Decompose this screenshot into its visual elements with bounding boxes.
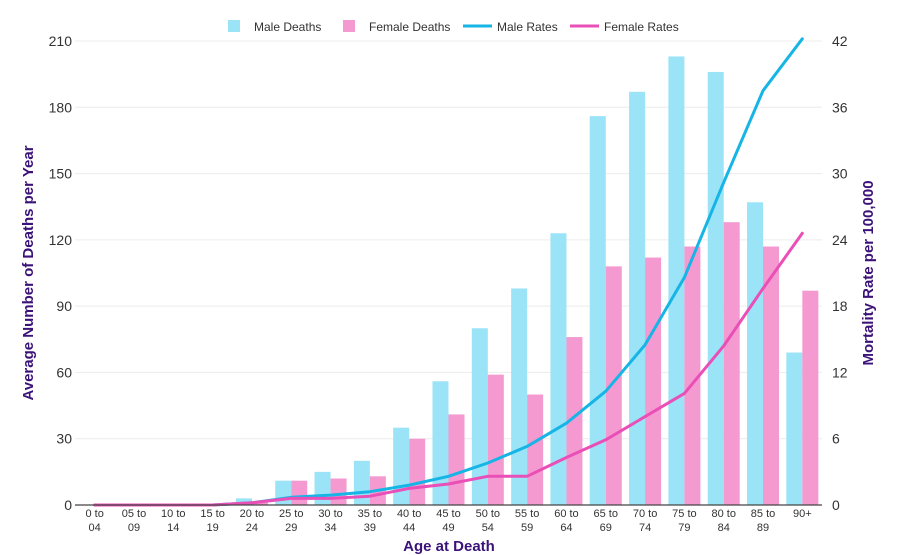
x-tick-label: 25 to 29 [279, 508, 303, 534]
x-tick-label: 60 to 64 [554, 508, 578, 534]
bar-male-deaths [668, 56, 685, 505]
bar-male-deaths [707, 71, 724, 505]
bar-female-deaths [684, 246, 701, 505]
bar-male-deaths [393, 427, 410, 505]
bar-male-deaths [511, 288, 528, 505]
y-tick-label: 60 [56, 364, 72, 380]
x-tick-label: 50 to 54 [476, 508, 500, 534]
x-tick-label: 45 to 49 [436, 508, 460, 534]
y2-tick-label: 12 [832, 364, 848, 380]
y2-tick-label: 18 [832, 298, 848, 314]
x-tick-label: 40 to 44 [397, 508, 421, 534]
bar-male-deaths [471, 328, 488, 505]
x-tick-label: 35 to 39 [358, 508, 382, 534]
bar-male-deaths [589, 116, 606, 505]
x-tick-label: 70 to 74 [633, 508, 657, 534]
x-tick-label: 65 to 69 [594, 508, 618, 534]
bar-female-deaths [566, 337, 583, 505]
y-tick-label: 180 [49, 99, 73, 115]
legend-label-male-deaths: Male Deaths [254, 20, 321, 34]
x-tick-label: 15 to 19 [200, 508, 224, 534]
y-tick-label: 30 [56, 431, 72, 447]
y2-tick-label: 30 [832, 166, 848, 182]
y-tick-label: 90 [56, 298, 72, 314]
legend-label-female-deaths: Female Deaths [369, 20, 450, 34]
bar-female-deaths [763, 246, 780, 505]
bar-female-deaths [527, 394, 544, 505]
y-tick-label: 0 [64, 497, 72, 513]
y-tick-label: 120 [49, 232, 73, 248]
y2-tick-label: 42 [832, 33, 848, 49]
bar-female-deaths [605, 266, 622, 505]
bar-male-deaths [786, 352, 803, 505]
y2-tick-label: 6 [832, 431, 840, 447]
y-tick-label: 210 [49, 33, 73, 49]
legend-label-female-rates: Female Rates [604, 20, 679, 34]
bar-series [235, 56, 819, 506]
x-tick-label: 55 to 59 [515, 508, 539, 534]
bar-male-deaths [629, 91, 646, 506]
legend-label-male-rates: Male Rates [497, 20, 558, 34]
x-tick-label: 75 to 79 [672, 508, 696, 534]
y2-tick-label: 0 [832, 497, 840, 513]
y-axis-title: Average Number of Deaths per Year [20, 145, 37, 400]
x-tick-label: 20 to 24 [240, 508, 264, 534]
y2-tick-label: 36 [832, 99, 848, 115]
bar-female-deaths [409, 438, 426, 505]
bar-male-deaths [235, 498, 252, 505]
bar-male-deaths [550, 233, 567, 505]
legend-swatch-female-deaths [343, 20, 355, 32]
bar-female-deaths [448, 414, 465, 505]
x-tick-label: 85 to 89 [751, 508, 775, 534]
x-tick-label: 80 to 84 [711, 508, 735, 534]
bar-female-deaths [330, 478, 347, 505]
bar-female-deaths [723, 222, 740, 505]
x-axis-title: Age at Death [403, 538, 495, 555]
bar-male-deaths [314, 471, 331, 505]
x-tick-label: 0 to 04 [85, 508, 103, 534]
bar-female-deaths [487, 374, 504, 505]
bar-female-deaths [645, 257, 662, 505]
x-tick-label: 90+ [793, 508, 812, 520]
x-tick-label: 30 to 34 [318, 508, 342, 534]
gridlines [75, 40, 822, 440]
y-tick-label: 150 [49, 166, 73, 182]
bar-male-deaths [747, 202, 764, 506]
y2-tick-label: 24 [832, 232, 848, 248]
x-tick-label: 10 to 14 [161, 508, 185, 534]
legend: Male Deaths Female Deaths Male Rates Female… [228, 20, 679, 34]
bar-female-deaths [251, 502, 268, 505]
axes: 0 30 60 90 120 150 180 210 0 6 12 18 24 30 36 42 0 to 04 0… [49, 33, 848, 534]
y2-axis-title: Mortality Rate per 100,000 [860, 180, 877, 365]
bar-male-deaths [432, 381, 449, 505]
legend-swatch-male-deaths [228, 20, 240, 32]
x-tick-label: 05 to 09 [122, 508, 146, 534]
bar-female-deaths [802, 290, 819, 505]
bar-female-deaths [291, 480, 308, 505]
